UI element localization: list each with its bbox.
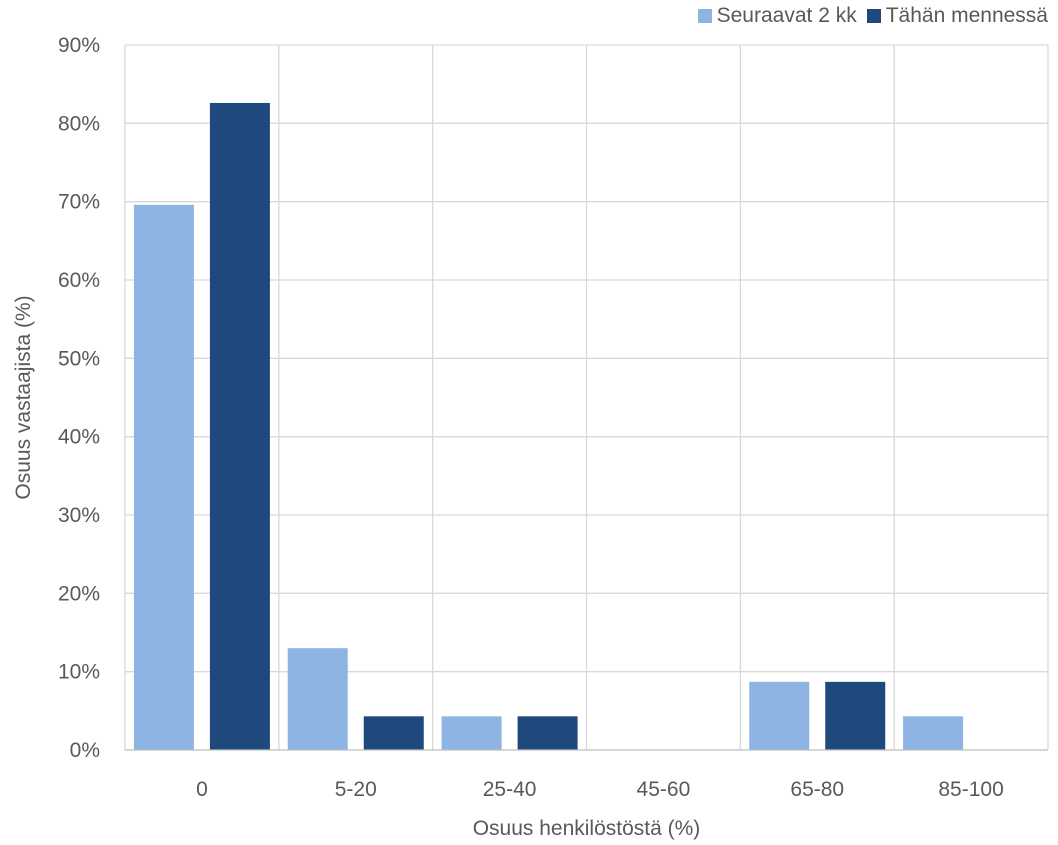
legend-label-series-1: Seuraavat 2 kk (716, 4, 857, 27)
y-axis-ticks: 0% 10% 20% 30% 40% 50% 60% 70% 80% 90% (58, 34, 100, 762)
x-tick-label: 25-40 (483, 778, 537, 801)
y-tick-label: 40% (58, 426, 100, 449)
x-axis-ticks: 0 5-20 25-40 45-60 65-80 85-100 (196, 778, 1004, 801)
y-tick-label: 50% (58, 347, 100, 370)
y-tick-label: 20% (58, 582, 100, 605)
bar-tahan-0 (209, 102, 270, 750)
chart-legend: Seuraavat 2 kk Tähän mennessä (688, 4, 1048, 28)
bar-seuraavat-65-80 (749, 681, 810, 750)
legend-label-series-2: Tähän mennessä (885, 4, 1048, 27)
y-tick-label: 10% (58, 661, 100, 684)
bar-seuraavat-0 (133, 204, 194, 751)
x-tick-label: 45-60 (637, 778, 691, 801)
y-tick-label: 0% (70, 739, 100, 762)
y-tick-label: 90% (58, 34, 100, 57)
x-tick-label: 0 (196, 778, 208, 801)
x-tick-label: 5-20 (335, 778, 377, 801)
bar-seuraavat-85-100 (903, 716, 964, 750)
y-tick-label: 70% (58, 191, 100, 214)
y-axis-title: Osuus vastaajista (%) (12, 295, 35, 499)
bar-seuraavat-25-40 (441, 716, 502, 750)
y-tick-label: 60% (58, 269, 100, 292)
bar-tahan-65-80 (825, 681, 886, 750)
legend-swatch-series-2 (866, 9, 881, 23)
legend-swatch-series-1 (697, 9, 712, 23)
y-tick-label: 80% (58, 112, 100, 135)
grid-lines (124, 44, 1049, 750)
legend-item-series-1: Seuraavat 2 kk (697, 4, 857, 28)
bar-seuraavat-5-20 (287, 648, 348, 750)
legend-item-series-2: Tähän mennessä (866, 4, 1048, 28)
bar-tahan-5-20 (363, 716, 424, 750)
x-tick-label: 65-80 (790, 778, 844, 801)
x-tick-label: 85-100 (938, 778, 1003, 801)
bars (133, 102, 964, 751)
x-axis-title: Osuus henkilöstöstä (%) (473, 817, 701, 840)
bar-tahan-25-40 (517, 716, 578, 750)
y-tick-label: 30% (58, 504, 100, 527)
